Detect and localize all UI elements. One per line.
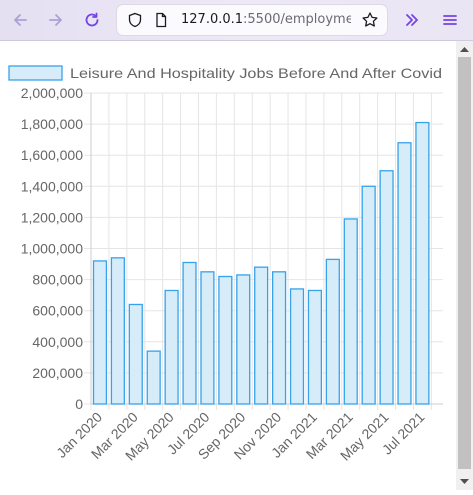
reload-button[interactable]: [80, 8, 104, 32]
url-path: :5500/employment: [243, 12, 351, 27]
extensions-chevron-icon: [406, 14, 418, 26]
bar: [289, 288, 305, 405]
bar: [397, 142, 412, 405]
legend-label: Leisure And Hospitality Jobs Before And …: [70, 65, 442, 81]
back-arrow-icon: [14, 14, 27, 26]
page-icon[interactable]: [153, 12, 169, 28]
bar: [182, 261, 197, 405]
y-tick-label: 1,200,000: [21, 209, 83, 225]
bar: [271, 271, 287, 405]
bar: [128, 303, 143, 405]
extensions-button[interactable]: [400, 8, 424, 32]
bar: [146, 350, 161, 405]
y-tick-label: 1,000,000: [21, 241, 83, 257]
menu-button[interactable]: [438, 8, 462, 32]
bar: [415, 121, 430, 405]
bar: [343, 218, 358, 405]
employment-bar-chart: Leisure And Hospitality Jobs Before And …: [8, 65, 443, 464]
bar: [325, 258, 340, 405]
forward-arrow-icon: [49, 14, 62, 26]
bar: [218, 275, 233, 405]
page-content: Leisure And Hospitality Jobs Before And …: [0, 41, 456, 490]
bar: [379, 170, 394, 405]
y-tick-label: 0: [75, 396, 83, 412]
y-tick-label: 1,400,000: [21, 178, 83, 194]
bar: [236, 274, 251, 405]
menu-icon: [443, 15, 457, 25]
star-icon[interactable]: [361, 11, 379, 29]
y-tick-label: 800,000: [32, 272, 83, 288]
bar: [254, 266, 269, 405]
y-tick-label: 400,000: [32, 334, 83, 350]
browser-toolbar: 127.0.0.1:5500/employment: [0, 0, 473, 41]
forward-button[interactable]: [44, 8, 68, 32]
bar: [307, 289, 323, 405]
bar: [92, 260, 108, 405]
vertical-scrollbar[interactable]: [456, 41, 473, 490]
y-tick-label: 1,800,000: [21, 116, 83, 132]
y-tick-label: 2,000,000: [21, 85, 83, 101]
y-tick-label: 600,000: [32, 303, 83, 319]
back-button[interactable]: [8, 8, 32, 32]
y-tick-label: 200,000: [32, 365, 83, 381]
bar: [361, 185, 376, 405]
bar: [110, 257, 125, 405]
scroll-down-icon[interactable]: [459, 478, 470, 486]
y-tick-label: 1,600,000: [21, 147, 83, 163]
reload-icon: [85, 12, 99, 27]
url-text[interactable]: 127.0.0.1:5500/employment: [181, 12, 351, 27]
bar: [200, 271, 215, 405]
shield-icon[interactable]: [127, 12, 143, 28]
url-host: 127.0.0.1: [181, 12, 244, 27]
url-bar[interactable]: 127.0.0.1:5500/employment: [117, 5, 387, 35]
legend-swatch: [8, 65, 63, 81]
bar: [164, 289, 179, 405]
scrollbar-thumb[interactable]: [458, 57, 471, 469]
scroll-up-icon[interactable]: [459, 45, 470, 53]
